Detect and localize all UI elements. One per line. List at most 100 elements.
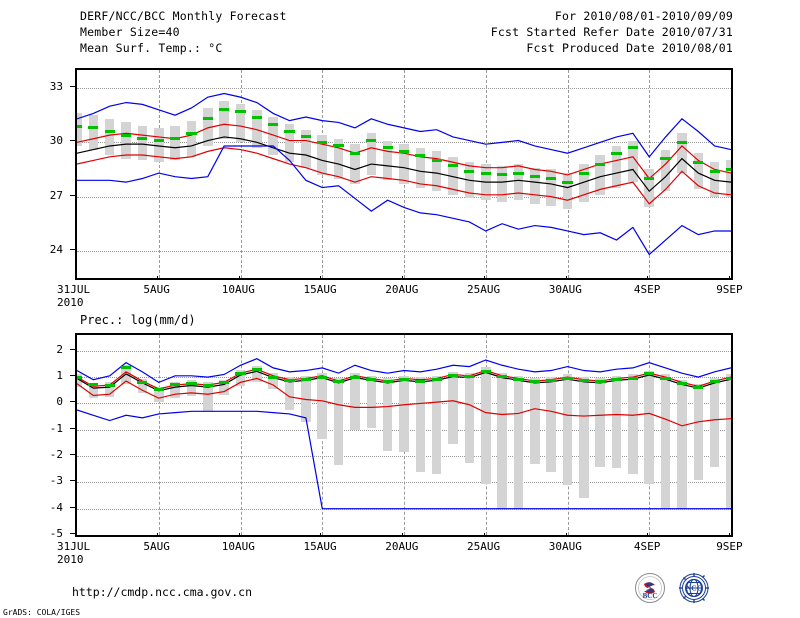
x-tick-label: 31JUL (57, 283, 91, 296)
series-line-max (77, 358, 731, 384)
ensemble-spread-bar (137, 126, 148, 161)
ensemble-spread-bar (284, 377, 295, 410)
median-marker (268, 122, 279, 126)
ensemble-spread-bar (726, 160, 731, 197)
ensemble-spread-bar (709, 162, 720, 197)
y-tick-mark (70, 427, 75, 429)
ensemble-spread-bar (726, 374, 731, 509)
ensemble-spread-bar (611, 375, 622, 468)
ensemble-spread-bar (611, 145, 622, 188)
median-marker (513, 171, 524, 175)
ensemble-spread-bar (252, 109, 262, 148)
ensemble-spread-bar (301, 129, 311, 168)
ensemble-spread-bar (530, 167, 540, 204)
median-marker (349, 151, 361, 155)
median-marker (447, 164, 459, 168)
x-tick-mark (729, 533, 730, 537)
y-tick-mark (70, 248, 75, 250)
median-marker (611, 377, 622, 381)
ensemble-spread-bar (268, 117, 278, 155)
median-marker (382, 380, 393, 384)
median-marker (104, 129, 115, 133)
ensemble-spread-bar (644, 370, 655, 484)
y-tick-label: 24 (49, 242, 63, 256)
year-label: 2010 (57, 553, 84, 566)
grads-credit: GrADS: COLA/IGES (3, 608, 81, 617)
y-tick-label: 27 (49, 188, 63, 202)
ensemble-spread-bar (382, 140, 393, 181)
ensemble-spread-bar (595, 378, 605, 467)
ensemble-spread-bar (431, 151, 442, 192)
median-marker (88, 382, 99, 386)
ensemble-spread-bar (660, 374, 671, 509)
median-marker (137, 137, 148, 141)
x-tick-mark (320, 276, 322, 280)
ensemble-spread-bar (579, 164, 589, 203)
ensemble-spread-bar (693, 383, 704, 480)
ensemble-spread-bar (170, 126, 180, 161)
ensemble-spread-bar (186, 120, 197, 157)
ensemble-spread-bar (301, 375, 311, 422)
median-marker (480, 171, 491, 175)
ensemble-spread-bar (153, 387, 164, 403)
x-tick-mark (565, 533, 567, 537)
header-right-block: For 2010/08/01-2010/09/09 Fcst Started R… (333, 8, 733, 56)
x-tick-mark (729, 276, 730, 280)
median-marker (169, 137, 181, 141)
precipitation-chart (75, 333, 733, 537)
median-marker (595, 380, 606, 384)
median-marker (415, 153, 426, 157)
x-tick-mark (238, 533, 240, 537)
median-marker (431, 158, 442, 162)
ensemble-spread-bar (513, 164, 524, 201)
ensemble-spread-bar (644, 169, 655, 208)
series-line-max (77, 92, 731, 158)
series-line-min (77, 145, 731, 256)
x-tick-mark (320, 533, 322, 537)
median-marker (709, 380, 720, 384)
median-marker (366, 139, 377, 143)
median-marker (251, 368, 262, 372)
ensemble-spread-bar (350, 144, 360, 184)
x-tick-label: 25AUG (467, 540, 501, 553)
y-tick-mark (70, 401, 75, 403)
median-marker (268, 375, 279, 379)
ensemble-spread-bar (709, 378, 720, 467)
median-marker (725, 376, 731, 380)
median-marker (676, 382, 688, 386)
ensemble-spread-bar (235, 104, 246, 143)
y-tick-label: 30 (49, 134, 63, 148)
y-tick-label: -1 (49, 421, 63, 435)
ensemble-spread-bar (366, 133, 377, 175)
forecast-started-date: Fcst Started Refer Date 2010/07/31 (490, 25, 733, 39)
median-marker (251, 115, 262, 119)
median-marker (349, 375, 361, 379)
median-marker (480, 369, 491, 373)
temperature-plot-area (77, 70, 731, 278)
x-tick-label: 5AUG (143, 283, 170, 296)
median-marker (431, 377, 442, 381)
x-tick-mark (75, 276, 76, 280)
median-marker (202, 117, 213, 121)
median-marker (382, 146, 393, 150)
member-size: Member Size=40 (80, 25, 180, 39)
ensemble-spread-bar (317, 135, 328, 175)
x-tick-label: 25AUG (467, 283, 501, 296)
temperature-chart (75, 68, 733, 280)
median-marker (120, 365, 132, 369)
median-marker (202, 384, 213, 388)
x-tick-mark (75, 533, 76, 537)
ensemble-spread-bar (219, 379, 229, 395)
median-marker (693, 385, 704, 389)
y-tick-label: 2 (56, 342, 63, 356)
series-line-lower-quartile (77, 147, 731, 205)
website-url[interactable]: http://cmdp.ncc.cma.gov.cn (72, 585, 253, 599)
ensemble-spread-bar (235, 369, 246, 386)
page-title: DERF/NCC/BCC Monthly Forecast (80, 9, 287, 23)
y-tick-mark (70, 194, 75, 196)
x-tick-mark (483, 533, 485, 537)
ensemble-spread-bar (497, 165, 507, 203)
y-tick-mark (70, 348, 75, 350)
median-marker (366, 377, 377, 381)
